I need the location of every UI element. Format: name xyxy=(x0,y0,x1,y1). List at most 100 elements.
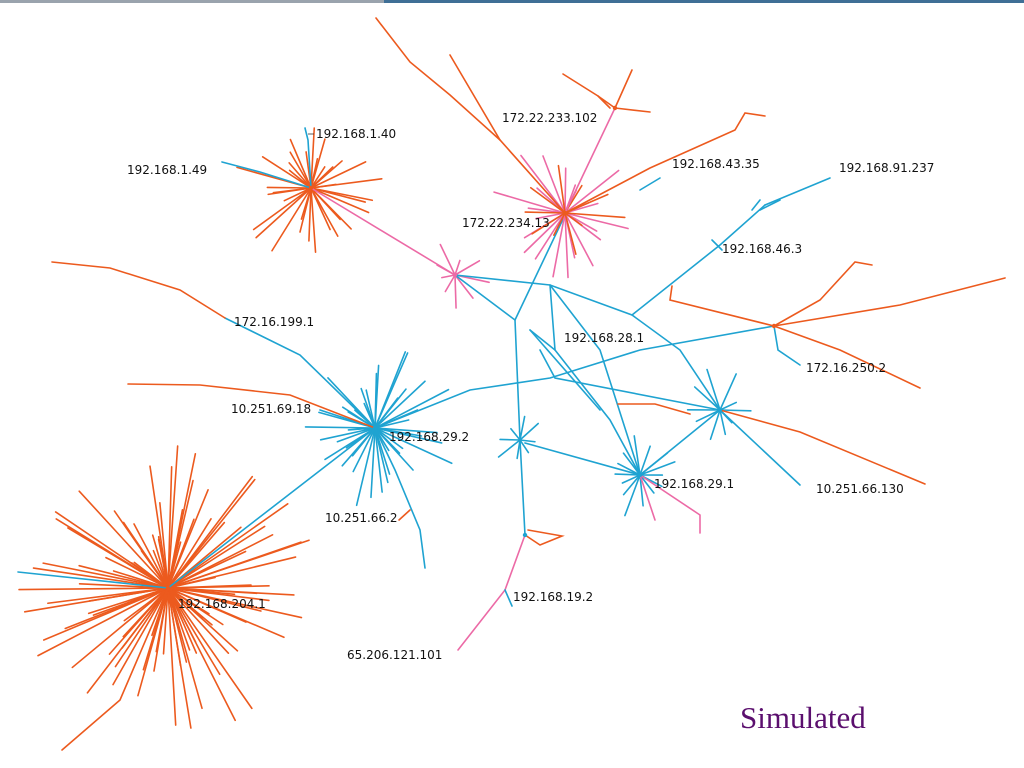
node-label-192-168-91-237: 192.168.91.237 xyxy=(839,161,934,175)
edge-path xyxy=(614,69,633,109)
edge-pink-star xyxy=(439,243,456,276)
edge-hub-192-168-29-2 xyxy=(345,427,376,449)
edge-hub-192-168-204-1 xyxy=(167,587,285,639)
edge-path xyxy=(529,284,556,352)
edge-path xyxy=(524,442,641,476)
edge-path xyxy=(639,409,721,476)
edge-hub-192-168-29-2 xyxy=(374,388,450,429)
title-bar-right xyxy=(384,0,1024,3)
edge-hub-172-22-234-13 xyxy=(564,167,567,214)
node-label-192-168-1-40: 192.168.1.40 xyxy=(316,127,396,141)
edge xyxy=(553,212,566,236)
edge-1-49-to-core xyxy=(310,187,456,276)
graph-node xyxy=(452,272,458,278)
edge-hub-192-168-204-1 xyxy=(149,465,169,589)
title-bar-left xyxy=(0,0,384,3)
edge-29-2-down xyxy=(374,427,426,569)
edge xyxy=(719,373,737,411)
edge-hub-192-168-204-1 xyxy=(167,533,274,589)
edge-hub-192-168-204-1 xyxy=(167,587,258,595)
graph-labels: 192.168.1.40 192.168.1.49 172.22.233.102… xyxy=(127,111,934,662)
edge-hub-192-168-29-2 xyxy=(374,397,399,429)
edge-hub-192-168-29-2 xyxy=(374,427,391,475)
edge-path xyxy=(597,95,611,109)
edge xyxy=(719,401,738,411)
edge-path xyxy=(639,474,701,534)
edge-hub-192-168-29-2 xyxy=(374,427,404,450)
edge-hub-192-168-204-1 xyxy=(78,490,169,589)
graph-node xyxy=(308,185,314,191)
edge-hub-192-168-29-2 xyxy=(374,380,426,429)
edge xyxy=(510,427,521,441)
edge-hub-192-168-204-1 xyxy=(71,587,169,669)
graph-node xyxy=(717,407,723,413)
edge-pink-star xyxy=(444,274,456,293)
edge-hub-192-168-1-49 xyxy=(272,187,312,194)
edge-hub-192-168-1-49 xyxy=(310,187,331,231)
edge-hub-192-168-1-49 xyxy=(261,155,312,189)
edge-hub-192-168-29-2 xyxy=(336,427,376,443)
node-label-172-16-250-2: 172.16.250.2 xyxy=(806,361,886,375)
edge-hub-192-168-204-1 xyxy=(87,587,169,615)
edge-hub-192-168-204-1 xyxy=(167,502,289,589)
edge-hub-192-168-204-1 xyxy=(167,587,221,676)
edge-hub-192-168-29-1 xyxy=(621,474,641,484)
edge xyxy=(499,438,521,441)
edge xyxy=(759,199,781,211)
edge-hub-192-168-1-49 xyxy=(310,187,370,214)
edge-hub-192-168-1-49 xyxy=(289,138,312,189)
graph-edges xyxy=(17,17,1006,751)
edge-hub-192-168-29-1 xyxy=(639,461,676,476)
edge-hub-192-168-29-2 xyxy=(374,427,438,434)
edge-hub-192-168-204-1 xyxy=(112,587,169,686)
edge-hub-192-168-204-1 xyxy=(167,587,192,729)
edge xyxy=(695,409,721,423)
node-label-192-168-46-3: 192.168.46.3 xyxy=(722,242,802,256)
edge-hub-192-168-29-2 xyxy=(341,427,376,467)
edge-hub-192-168-204-1 xyxy=(167,587,237,722)
edge-204-to-29-2 xyxy=(167,427,376,589)
edge-hub-192-168-204-1 xyxy=(122,587,169,638)
edge-hub-192-168-29-2 xyxy=(352,427,376,473)
edge-hub-192-168-1-49 xyxy=(310,127,316,189)
node-label-172-22-233-102: 172.22.233.102 xyxy=(502,111,597,125)
edge-hub-204-tail xyxy=(61,587,169,751)
edge-hub-192-168-1-49 xyxy=(308,187,312,242)
edge xyxy=(519,439,536,443)
edge-hub-192-168-1-49 xyxy=(255,187,312,239)
edge xyxy=(706,368,721,411)
edge-hub-172-22-234-13 xyxy=(564,212,629,230)
edge-hub-192-168-1-49 xyxy=(310,161,367,189)
edge-hub-192-168-1-49 xyxy=(252,187,312,231)
edge-pink-star xyxy=(454,274,457,309)
node-label-172-22-234-13: 172.22.234.13 xyxy=(462,216,550,230)
edge xyxy=(564,212,626,219)
edge-to-192-168-46-3 xyxy=(631,204,766,316)
edge-hub-192-168-204-1 xyxy=(37,587,169,657)
edge xyxy=(516,439,521,460)
edge-hub-192-168-204-1 xyxy=(142,587,169,671)
edge-hub-192-168-1-49 xyxy=(310,187,367,203)
edge-path xyxy=(614,107,651,113)
edge-path xyxy=(539,349,721,411)
edge-hub-192-168-204-1 xyxy=(167,576,216,589)
edge xyxy=(519,415,526,441)
graph-node xyxy=(637,472,643,478)
edge-to-192-168-91-237 xyxy=(764,177,831,206)
edge-path xyxy=(304,127,312,189)
edge-hub-192-168-204-1 xyxy=(18,587,169,591)
edge-hub-192-168-204-1 xyxy=(167,587,203,710)
edge-to-10-251-66-130 xyxy=(719,409,801,486)
edge xyxy=(519,439,530,454)
edge-hub-192-168-29-1 xyxy=(639,474,644,507)
edge-hub-192-168-204-1 xyxy=(167,584,252,589)
edge-path xyxy=(375,17,566,214)
edge-hub-192-168-204-1 xyxy=(133,523,169,589)
edge-hub-192-168-29-1 xyxy=(614,473,641,476)
edge-hub-192-168-204-1 xyxy=(167,587,177,726)
edge-hub-192-168-29-2 xyxy=(374,364,380,429)
edge xyxy=(504,589,513,607)
node-label-65-206-121-101: 65.206.121.101 xyxy=(347,648,442,662)
edge-path xyxy=(514,214,566,321)
edge-hub-172-22-234-13 xyxy=(542,155,566,214)
